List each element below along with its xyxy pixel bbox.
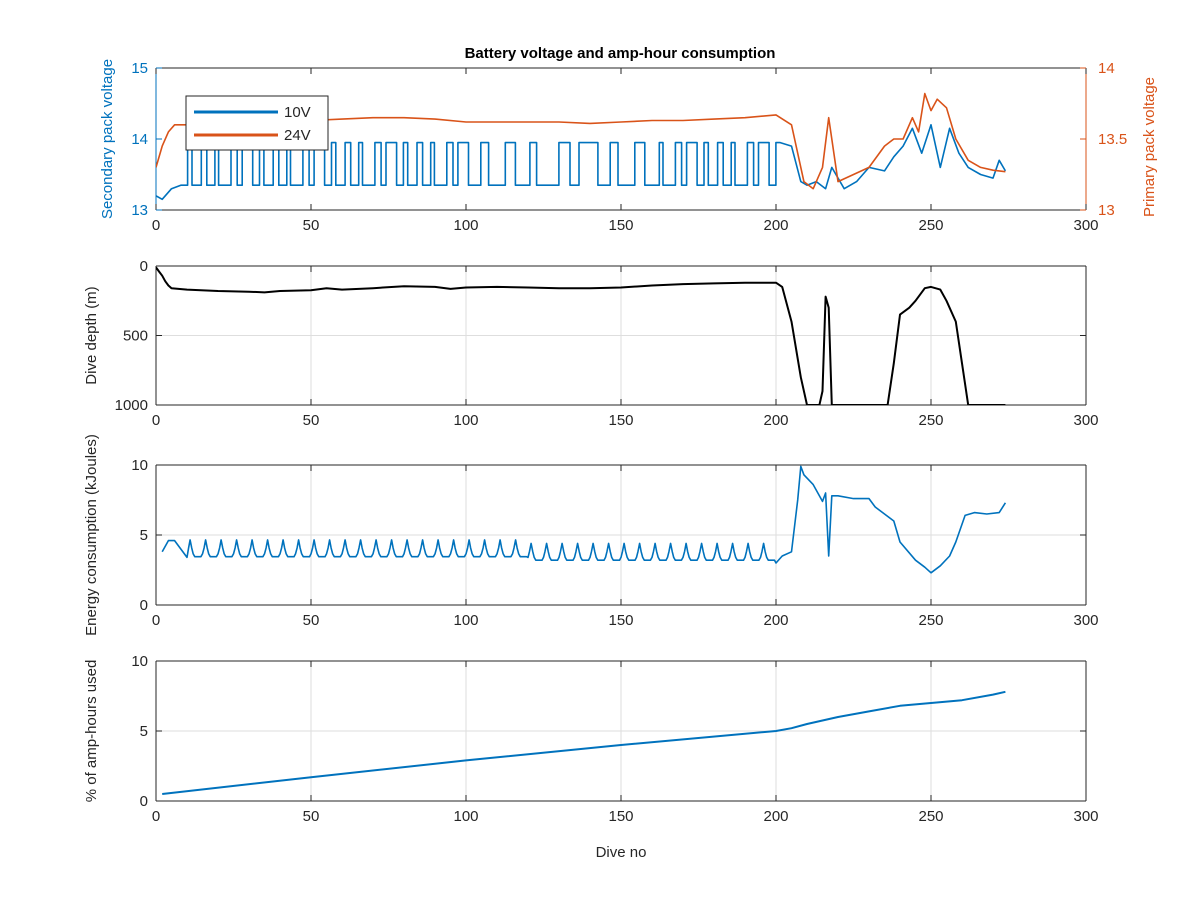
x-tick-label: 200: [763, 612, 788, 629]
x-tick-label: 0: [152, 217, 160, 234]
x-tick-label: 150: [608, 612, 633, 629]
legend-label-24v: 24V: [284, 127, 311, 144]
x-tick-label: 150: [608, 217, 633, 234]
x-axis-label: Dive no: [596, 844, 647, 861]
x-tick-label: 100: [453, 217, 478, 234]
x-tick-label: 250: [918, 612, 943, 629]
x-tick-label: 150: [608, 808, 633, 825]
x-tick-label: 250: [918, 217, 943, 234]
amp-hours-panel: 0 50 100 150 200 250 300 0 5 10 % of amp-hours use…: [83, 653, 1099, 861]
y-axis-label: % of amp-hours used: [83, 660, 100, 803]
legend-box: [185, 95, 329, 151]
y-tick-label: 15: [131, 60, 148, 77]
y-tick-label: 5: [140, 527, 148, 544]
figure-title: Battery voltage and amp-hour consumption: [465, 45, 776, 62]
x-tick-label: 50: [303, 808, 320, 825]
x-tick-label: 0: [152, 412, 160, 429]
y-tick-label: 10: [131, 457, 148, 474]
y-right-tick-label: 13: [1098, 202, 1115, 219]
x-tick-label: 0: [152, 612, 160, 629]
y-tick-label: 500: [123, 328, 148, 345]
x-tick-label: 300: [1073, 412, 1098, 429]
voltage-panel: 0 50 100 150 200 250 3001314151313.514Primary …: [99, 59, 1158, 234]
depth-panel: 0 50 100 150 200 250 300 0 500 1000 Dive depth (m): [83, 258, 1099, 429]
x-tick-label: 0: [152, 808, 160, 825]
y-tick-label: 0: [140, 597, 148, 614]
y-right-tick-label: 13.5: [1098, 131, 1127, 148]
x-tick-label: 50: [303, 612, 320, 629]
y-axis-label: Energy consumption (kJoules): [83, 434, 100, 636]
x-tick-label: 300: [1073, 808, 1098, 825]
x-tick-label: 100: [453, 412, 478, 429]
x-tick-label: 300: [1073, 612, 1098, 629]
x-tick-label: 50: [303, 217, 320, 234]
series-line-main: [162, 690, 1006, 795]
y-tick-label: 5: [140, 723, 148, 740]
x-tick-label: 50: [303, 412, 320, 429]
series-line-main: [161, 465, 1007, 574]
y-axis-label: Secondary pack voltage: [99, 59, 116, 219]
y-tick-label: 0: [140, 793, 148, 810]
y-tick-label: 14: [131, 131, 148, 148]
x-tick-label: 150: [608, 412, 633, 429]
series-line-10v: [156, 124, 1007, 201]
y-tick-label: 13: [131, 202, 148, 219]
x-tick-label: 200: [763, 217, 788, 234]
y-tick-label: 1000: [115, 397, 148, 414]
legend-label-10v: 10V: [284, 104, 311, 121]
x-tick-label: 250: [918, 412, 943, 429]
x-tick-label: 200: [763, 808, 788, 825]
energy-panel: 0 50 100 150 200 250 300 0 5 10 Energy consumption…: [83, 434, 1099, 636]
y-tick-label: 10: [131, 653, 148, 670]
x-tick-label: 300: [1073, 217, 1098, 234]
y-axis-label-right: Primary pack voltage: [1141, 77, 1158, 217]
x-tick-label: 200: [763, 412, 788, 429]
y-right-tick-label: 14: [1098, 60, 1115, 77]
x-tick-label: 100: [453, 612, 478, 629]
y-tick-label: 0: [140, 258, 148, 275]
series-line-main: [156, 266, 1006, 405]
x-tick-label: 100: [453, 808, 478, 825]
y-axis-label: Dive depth (m): [83, 286, 100, 384]
x-tick-label: 250: [918, 808, 943, 825]
